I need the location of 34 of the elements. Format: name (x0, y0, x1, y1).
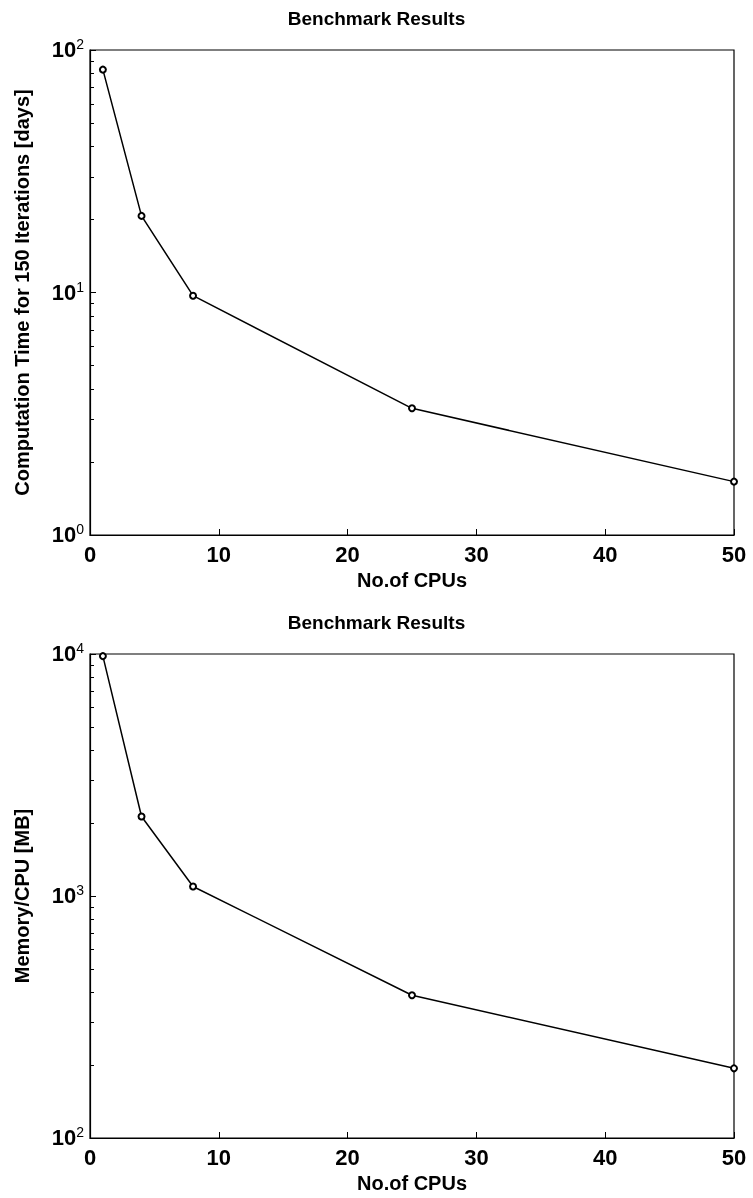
point (137, 812, 146, 821)
x-axis-title: No.of CPUs (357, 568, 467, 591)
point (730, 477, 738, 486)
x-tick-label: 10 (206, 541, 232, 567)
y-axis-title: Computation Time for 150 Iterations [days] (11, 89, 33, 496)
x-axis-title: No.of CPUs (357, 1171, 467, 1194)
x-tick-label: 30 (464, 541, 489, 567)
x-tick-label: 40 (592, 541, 618, 567)
x-tick-label: 10 (206, 1144, 232, 1170)
x-tick-label: 50 (721, 1144, 747, 1170)
x-tick-label: 0 (83, 541, 97, 567)
point (408, 991, 416, 1000)
x-tick-label: 0 (83, 1144, 97, 1170)
y-tick-label: 10$^{2}$ (51, 35, 84, 62)
point (137, 211, 146, 220)
y-tick-label: 10$^{2}$ (51, 1123, 84, 1150)
point (730, 1064, 738, 1073)
chart-title: Benchmark Results (287, 612, 466, 633)
y-tick-label: 10$^{3}$ (51, 881, 84, 908)
y-tick-label: 10$^{4}$ (51, 639, 84, 666)
y-axis-title: Memory/CPU [MB] (11, 808, 33, 984)
x-tick-label: 20 (335, 1144, 360, 1170)
chart-title: Benchmark Results (287, 8, 466, 29)
x-tick-label: 50 (721, 541, 747, 567)
point (408, 404, 416, 413)
x-tick-label: 30 (464, 1144, 489, 1170)
point (98, 65, 107, 74)
x-tick-label: 20 (335, 541, 360, 567)
point (189, 291, 198, 300)
point (98, 652, 107, 661)
y-tick-label: 10$^{0}$ (51, 520, 84, 547)
point (189, 882, 198, 891)
y-tick-label: 10$^{1}$ (51, 278, 84, 305)
x-tick-label: 40 (592, 1144, 618, 1170)
